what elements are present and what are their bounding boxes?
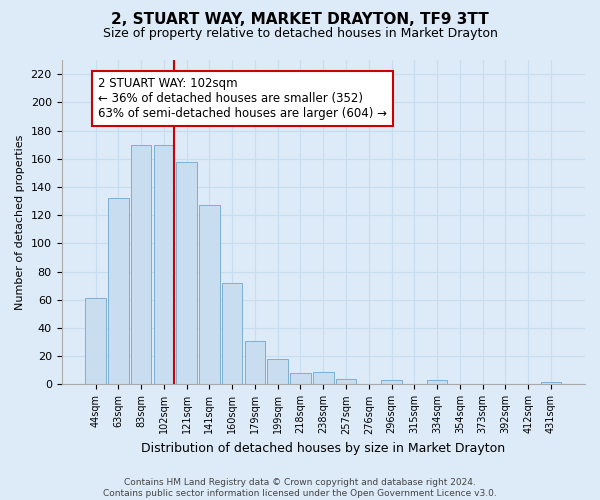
Bar	[85, 298, 106, 384]
Bar	[290, 373, 311, 384]
Text: 2, STUART WAY, MARKET DRAYTON, TF9 3TT: 2, STUART WAY, MARKET DRAYTON, TF9 3TT	[111, 12, 489, 28]
Bar	[154, 144, 174, 384]
Bar	[541, 382, 561, 384]
Y-axis label: Number of detached properties: Number of detached properties	[15, 134, 25, 310]
X-axis label: Distribution of detached houses by size in Market Drayton: Distribution of detached houses by size …	[141, 442, 505, 455]
Bar	[336, 379, 356, 384]
Bar	[176, 162, 197, 384]
Text: 2 STUART WAY: 102sqm
← 36% of detached houses are smaller (352)
63% of semi-deta: 2 STUART WAY: 102sqm ← 36% of detached h…	[98, 77, 387, 120]
Text: Size of property relative to detached houses in Market Drayton: Size of property relative to detached ho…	[103, 28, 497, 40]
Bar	[245, 340, 265, 384]
Bar	[131, 144, 151, 384]
Bar	[268, 359, 288, 384]
Bar	[427, 380, 448, 384]
Bar	[222, 283, 242, 384]
Bar	[382, 380, 402, 384]
Bar	[313, 372, 334, 384]
Text: Contains HM Land Registry data © Crown copyright and database right 2024.
Contai: Contains HM Land Registry data © Crown c…	[103, 478, 497, 498]
Bar	[199, 206, 220, 384]
Bar	[108, 198, 128, 384]
